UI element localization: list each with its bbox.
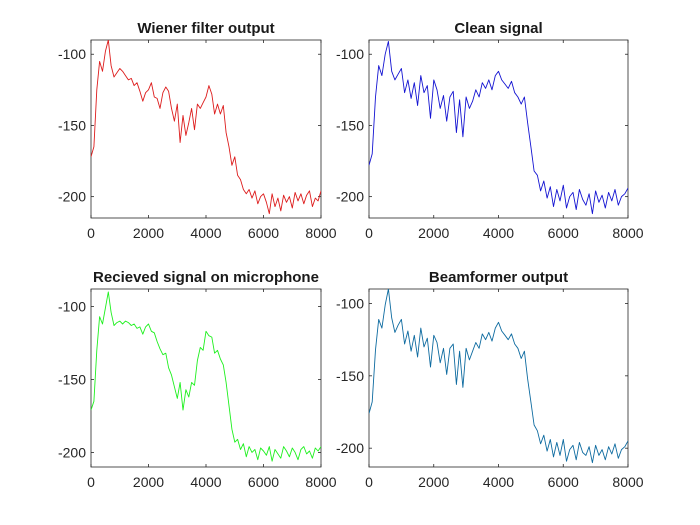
- plot-area: [368, 39, 629, 219]
- x-tick-label: 8000: [305, 474, 336, 490]
- plot-area: [368, 288, 629, 468]
- x-tick-label: 6000: [248, 225, 279, 241]
- spectrum-line: [369, 289, 628, 464]
- y-tick-label: -100: [58, 299, 86, 315]
- y-tick-label: -150: [58, 371, 86, 387]
- y-tick-label: -100: [58, 46, 86, 62]
- x-tick-label: 0: [87, 225, 95, 241]
- y-tick-label: -200: [336, 189, 364, 205]
- plot-area: [90, 288, 322, 468]
- y-tick-label: -100: [336, 295, 364, 311]
- x-tick-label: 4000: [190, 225, 221, 241]
- x-tick-label: 4000: [483, 225, 514, 241]
- x-tick-label: 8000: [305, 225, 336, 241]
- subplot-4: Beamformer output 0 2000 4000 6000 8000 -100 -1…: [336, 269, 644, 490]
- x-tick-label: 2000: [133, 225, 164, 241]
- x-tick-label: 2000: [418, 474, 449, 490]
- plot-title: Clean signal: [454, 20, 542, 37]
- x-tick-label: 4000: [483, 474, 514, 490]
- y-tick-label: -200: [336, 440, 364, 456]
- y-tick-label: -100: [336, 46, 364, 62]
- spectrum-line: [91, 291, 321, 462]
- y-tick-label: -150: [336, 368, 364, 384]
- plot-area: [90, 39, 322, 219]
- spectrum-line: [369, 40, 628, 215]
- spectrum-line: [91, 40, 321, 215]
- x-tick-label: 0: [365, 474, 373, 490]
- y-tick-label: -150: [58, 117, 86, 133]
- x-tick-label: 2000: [418, 225, 449, 241]
- y-tick-label: -150: [336, 117, 364, 133]
- x-tick-label: 8000: [612, 225, 643, 241]
- x-tick-label: 6000: [248, 474, 279, 490]
- y-tick-label: -200: [58, 189, 86, 205]
- x-tick-label: 6000: [548, 225, 579, 241]
- x-tick-label: 6000: [548, 474, 579, 490]
- plot-title: Recieved signal on microphone: [93, 269, 319, 286]
- x-tick-label: 2000: [133, 474, 164, 490]
- x-tick-label: 0: [365, 225, 373, 241]
- plot-title: Wiener filter output: [137, 20, 274, 37]
- x-tick-label: 4000: [190, 474, 221, 490]
- subplot-3: Recieved signal on microphone 0 2000 4000 60…: [58, 269, 337, 490]
- x-tick-label: 8000: [612, 474, 643, 490]
- x-tick-label: 0: [87, 474, 95, 490]
- subplot-1: Wiener filter output 0 2000 4000 6000 8000 -10…: [58, 20, 337, 241]
- subplot-2: Clean signal 0 2000 4000 6000 8000 -100 -150 -20…: [336, 20, 644, 241]
- plot-title: Beamformer output: [429, 269, 568, 286]
- y-tick-label: -200: [58, 444, 86, 460]
